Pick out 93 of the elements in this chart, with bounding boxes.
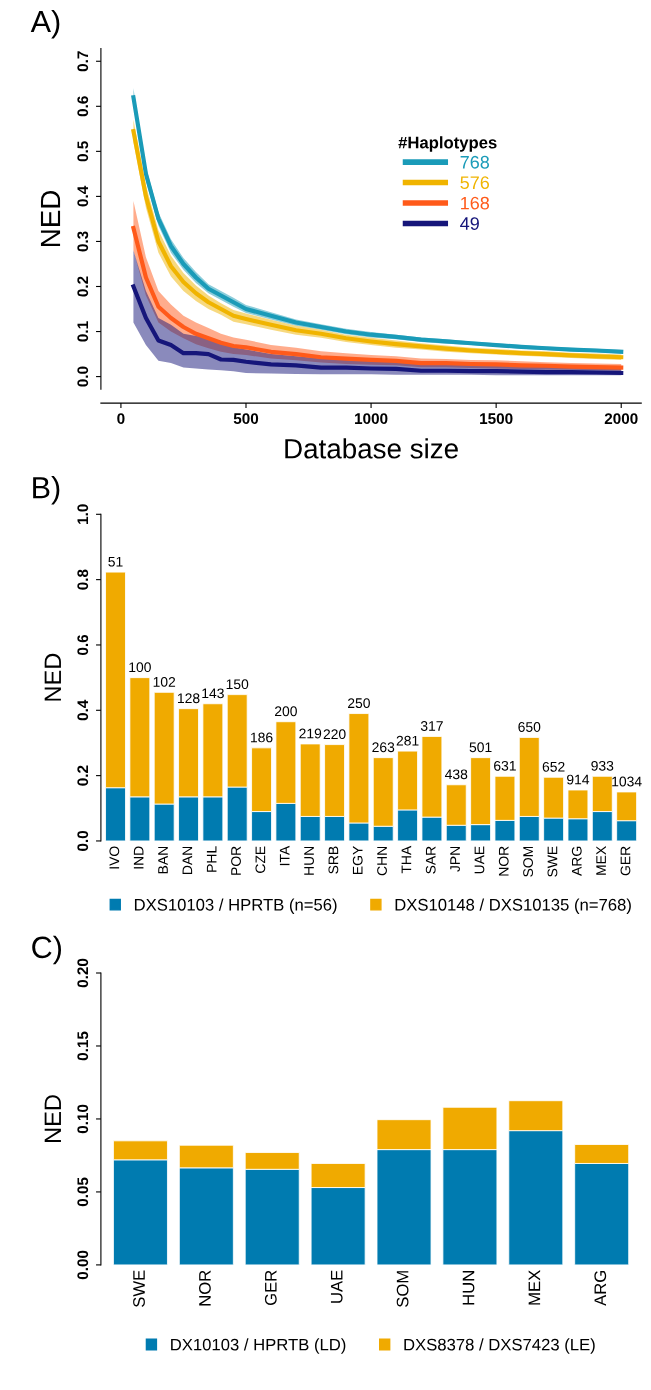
legend-label: DXS8378 / DXS7423 (LE) xyxy=(404,1338,595,1354)
annotation: 317 xyxy=(420,721,443,731)
x-tick-label: NOR xyxy=(199,1270,211,1306)
x-tick-label: HUN xyxy=(304,846,314,875)
x-tick-label: PHL xyxy=(206,846,217,872)
x-tick-label: SOM xyxy=(396,1271,409,1307)
y-tick-label: 0.00 xyxy=(77,1250,89,1280)
y-tick-label: 0.0 xyxy=(77,366,89,387)
x-tick-label: 1500 xyxy=(480,413,513,425)
y-tick-label: 0.15 xyxy=(77,1031,89,1061)
x-tick-label: ARG xyxy=(571,846,582,876)
x-tick-label: SOM xyxy=(523,846,533,877)
x-tick-label: CZE xyxy=(255,846,266,873)
legend-label: DXS10148 / DXS10135 (n=768) xyxy=(395,898,631,914)
chart-title: B) xyxy=(33,476,60,505)
annotation: 438 xyxy=(444,769,468,780)
x-tick-label: 1000 xyxy=(355,413,388,425)
y-tick-label: 0.6 xyxy=(77,96,89,117)
y-tick-label: 0.5 xyxy=(77,141,89,162)
annotation: 220 xyxy=(323,729,346,740)
y-tick-label: 0.1 xyxy=(77,321,89,342)
y-tick-label: 0.10 xyxy=(77,1104,89,1134)
y-tick-label: 0.2 xyxy=(77,765,89,786)
x-tick-label: IND xyxy=(133,846,144,869)
annotation: 186 xyxy=(251,732,273,743)
legend-title: #Haplotypes xyxy=(398,136,497,152)
y-tick-label: 0.20 xyxy=(77,958,89,988)
annotation: 143 xyxy=(202,688,224,699)
x-tick-label: ARG xyxy=(594,1271,607,1306)
legend-label: 49 xyxy=(460,217,479,230)
annotation: 914 xyxy=(567,774,590,785)
x-tick-label: DAN xyxy=(182,846,193,874)
x-tick-label: EGY xyxy=(352,846,363,874)
legend-label: DXS10103 / HPRTB (n=56) xyxy=(134,898,337,914)
x-tick-label: CHN xyxy=(377,846,387,876)
annotation: 501 xyxy=(469,742,492,753)
x-tick-label: POR xyxy=(231,846,241,875)
legend-label: DX10103 / HPRTB (LD) xyxy=(171,1338,346,1354)
x-tick-label: MEX xyxy=(596,846,606,875)
legend-label: 168 xyxy=(461,196,490,210)
legend-label: 768 xyxy=(460,155,490,169)
annotation: 281 xyxy=(396,735,419,746)
annotation: 102 xyxy=(153,676,176,687)
x-tick-label: GER xyxy=(264,1270,277,1306)
x-tick-label: 0 xyxy=(117,413,125,425)
y-tick-label: 0.0 xyxy=(77,830,89,851)
x-tick-label: SRB xyxy=(328,846,339,874)
x-tick-label: UAE xyxy=(330,1270,343,1303)
chart-title: C) xyxy=(32,935,62,965)
x-tick-label: SAR xyxy=(425,846,436,874)
x-tick-label: 2000 xyxy=(604,413,638,425)
annotation: 250 xyxy=(348,698,370,709)
x-tick-label: ITA xyxy=(279,845,290,866)
annotation: 933 xyxy=(591,760,614,771)
annotation: 100 xyxy=(129,662,151,673)
x-tick-label: GER xyxy=(620,846,631,876)
x-tick-label: SWE xyxy=(133,1270,145,1307)
annotation: 128 xyxy=(178,693,200,704)
line-series xyxy=(131,284,624,376)
x-axis-title: Database size xyxy=(285,438,458,459)
x-tick-label: 500 xyxy=(233,413,259,425)
annotation: 219 xyxy=(299,728,322,739)
annotation: 650 xyxy=(518,722,541,732)
y-tick-label: 0.4 xyxy=(77,185,89,207)
x-tick-label: NOR xyxy=(498,846,509,876)
chart-title: A) xyxy=(30,9,60,39)
x-tick-label: SWE xyxy=(547,846,558,877)
annotation: 200 xyxy=(275,706,297,717)
y-axis-title: NED xyxy=(44,653,61,701)
annotation: 150 xyxy=(226,679,249,690)
x-tick-label: BAN xyxy=(158,846,168,874)
y-tick-label: 0.05 xyxy=(77,1177,89,1207)
y-axis-title: NED xyxy=(40,190,61,246)
annotation: 631 xyxy=(494,760,516,771)
y-tick-label: 0.6 xyxy=(77,634,89,655)
annotation: 1034 xyxy=(612,776,642,787)
y-axis-title: NED xyxy=(44,1095,61,1142)
y-tick-label: 0.4 xyxy=(77,699,89,721)
x-tick-label: HUN xyxy=(462,1271,475,1305)
x-tick-label: JPN xyxy=(450,846,460,872)
y-tick-label: 0.8 xyxy=(77,569,89,590)
y-tick-label: 0.3 xyxy=(77,231,89,252)
x-tick-label: THA xyxy=(401,845,412,874)
y-tick-label: 0.2 xyxy=(77,276,89,297)
x-tick-label: IVO xyxy=(109,846,120,869)
annotation: 51 xyxy=(108,556,123,567)
x-tick-label: UAE xyxy=(474,846,485,874)
y-tick-label: 0.7 xyxy=(77,51,89,72)
legend-label: 576 xyxy=(460,176,490,190)
annotation: 652 xyxy=(542,761,565,772)
x-tick-label: MEX xyxy=(528,1270,541,1305)
y-tick-label: 1.0 xyxy=(77,504,89,524)
annotation: 263 xyxy=(372,742,395,753)
